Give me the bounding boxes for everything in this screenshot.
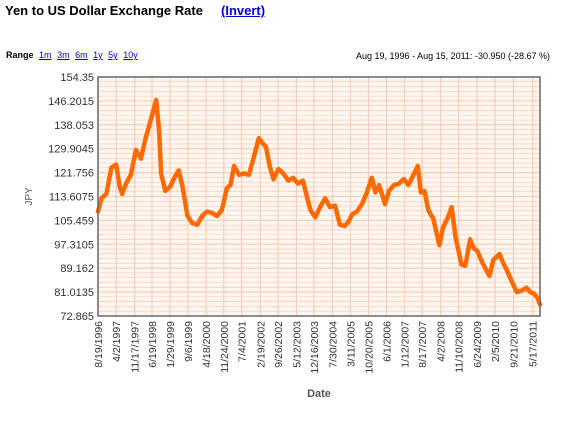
range-1y-link[interactable]: 1y xyxy=(93,50,103,60)
x-tick-label: 5/17/2011 xyxy=(528,321,540,367)
x-tick-label: 2/5/2010 xyxy=(490,321,502,362)
x-tick-label: 3/11/2005 xyxy=(345,321,357,367)
plot-frame xyxy=(97,76,541,317)
x-tick-label: 6/24/2009 xyxy=(472,321,484,368)
range-10y-link[interactable]: 10y xyxy=(123,50,138,60)
x-tick-label: 8/19/1996 xyxy=(93,321,105,368)
y-tick-label: 138.053 xyxy=(54,120,94,132)
y-tick-label: 105.459 xyxy=(54,215,94,227)
x-tick-label: 8/17/2007 xyxy=(417,321,429,368)
y-axis-title: JPY xyxy=(24,187,35,206)
x-tick-label: 4/2/1997 xyxy=(111,321,123,362)
series-line-jpy xyxy=(95,97,543,307)
range-1m-link[interactable]: 1m xyxy=(39,50,52,60)
x-tick-label: 7/4/2001 xyxy=(237,321,249,362)
range-label: Range xyxy=(6,50,34,60)
y-tick-label: 121.756 xyxy=(54,168,94,180)
x-tick-label: 2/19/2002 xyxy=(255,321,267,368)
x-tick-label: 4/2/2008 xyxy=(436,321,448,362)
invert-link[interactable]: (Invert) xyxy=(221,3,266,18)
x-tick-label: 6/19/1998 xyxy=(147,321,159,368)
y-tick-label: 113.6075 xyxy=(49,192,94,204)
x-tick-label: 1/29/1999 xyxy=(165,321,177,368)
x-tick-label: 10/20/2005 xyxy=(363,321,375,374)
y-tick-label: 72.865 xyxy=(60,311,94,323)
y-tick-label: 146.2015 xyxy=(48,96,94,108)
range-selector: Range 1m 3m 6m 1y 5y 10y xyxy=(6,50,141,60)
y-tick-label: 129.9045 xyxy=(48,144,94,156)
x-tick-label: 9/6/1999 xyxy=(183,321,195,362)
x-tick-label: 7/30/2004 xyxy=(327,321,339,368)
y-tick-label: 81.0135 xyxy=(54,287,94,299)
x-tick-label: 9/26/2002 xyxy=(273,321,285,368)
x-axis-title: Date xyxy=(307,388,331,400)
x-tick-label: 1/12/2007 xyxy=(400,321,412,368)
x-tick-label: 4/18/2000 xyxy=(201,321,213,368)
x-tick-label: 11/24/2000 xyxy=(219,321,231,373)
range-5y-link[interactable]: 5y xyxy=(108,50,118,60)
y-tick-label: 97.3105 xyxy=(54,239,94,251)
range-3m-link[interactable]: 3m xyxy=(57,50,70,60)
x-tick-label: 11/10/2008 xyxy=(454,321,466,373)
x-tick-label: 9/21/2010 xyxy=(509,321,521,368)
x-tick-label: 11/17/1997 xyxy=(130,321,142,373)
y-tick-label: 154.35 xyxy=(60,72,94,84)
page-title: Yen to US Dollar Exchange Rate xyxy=(5,3,203,18)
range-summary: Aug 19, 1996 - Aug 15, 2011: -30.950 (-2… xyxy=(356,51,550,61)
x-tick-label: 5/12/2003 xyxy=(291,321,303,368)
x-tick-label: 12/16/2003 xyxy=(309,321,321,374)
x-tick-label: 6/1/2006 xyxy=(382,321,394,362)
range-6m-link[interactable]: 6m xyxy=(75,50,88,60)
y-tick-label: 89.162 xyxy=(60,263,94,275)
